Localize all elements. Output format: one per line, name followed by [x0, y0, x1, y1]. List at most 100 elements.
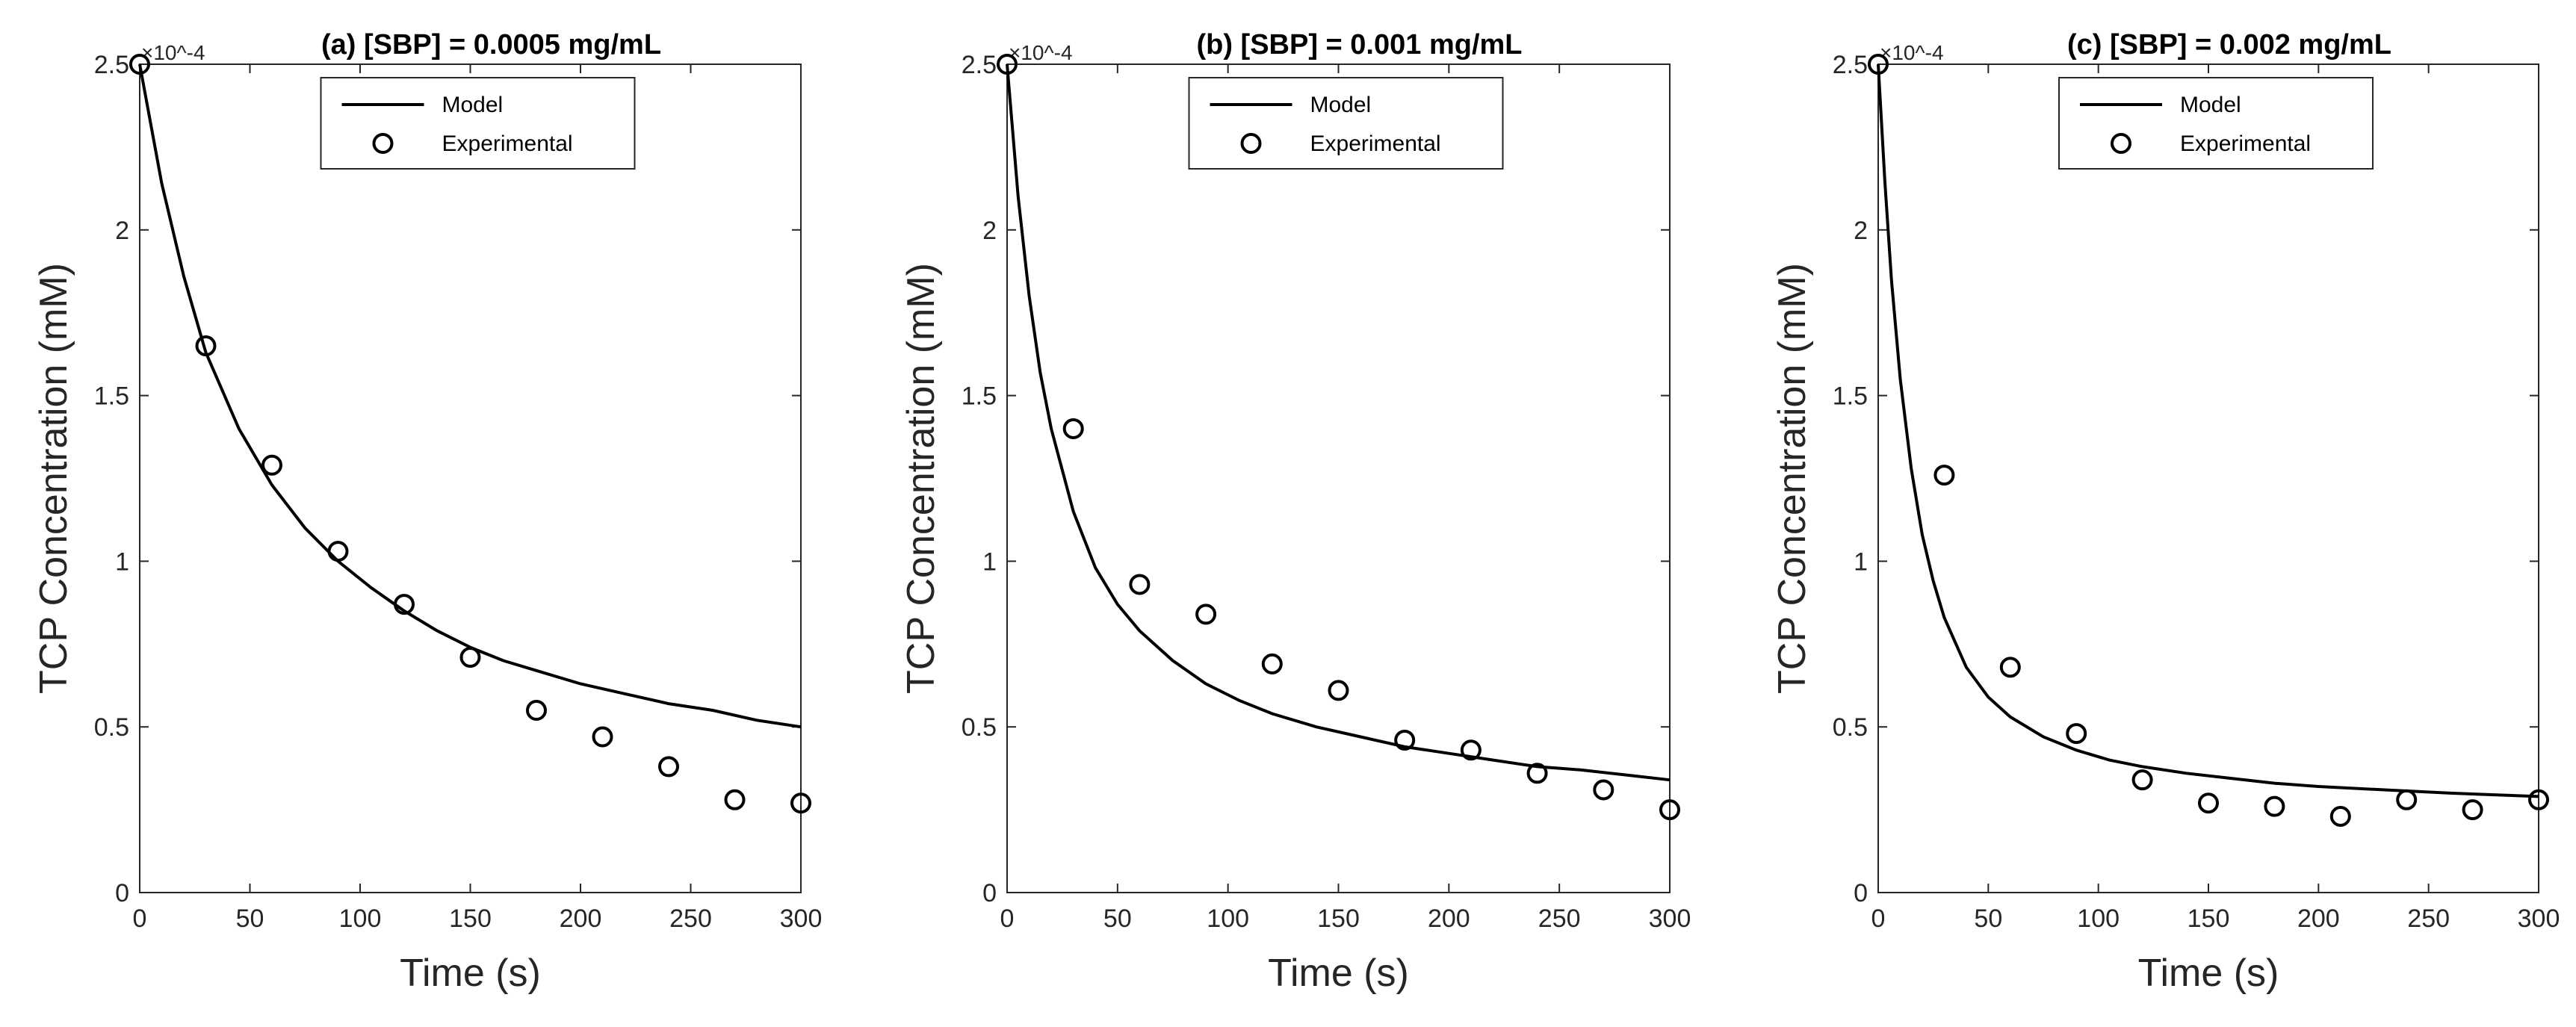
- y-tick-label: 1: [115, 547, 129, 576]
- experimental-point: [1593, 779, 1614, 801]
- y-tick-label: 0.5: [94, 713, 129, 742]
- y-exponent-label: ×10^-4: [1009, 41, 1073, 64]
- y-exponent-label: ×10^-4: [1880, 41, 1944, 64]
- experimental-point: [261, 454, 282, 476]
- experimental-point: [1328, 680, 1349, 701]
- experimental-point: [2198, 792, 2219, 814]
- experimental-point: [195, 335, 217, 357]
- experimental-point: [129, 54, 150, 75]
- y-tick-label: 1: [1854, 547, 1868, 576]
- chart-title: (a) [SBP] = 0.0005 mg/mL: [321, 29, 661, 60]
- x-tick-label: 100: [1207, 905, 1249, 933]
- y-tick-label: 2: [115, 217, 129, 245]
- experimental-point: [394, 594, 415, 615]
- x-tick-label: 150: [1317, 905, 1360, 933]
- y-axis-label: TCP Concentration (mM): [32, 263, 75, 694]
- experimental-point: [658, 756, 679, 778]
- y-tick-label: 2.5: [94, 51, 129, 79]
- series-model-line: [138, 63, 802, 729]
- experimental-point: [1062, 418, 1084, 439]
- experimental-point: [2131, 769, 2153, 791]
- experimental-point: [1261, 653, 1283, 674]
- experimental-point: [459, 647, 481, 668]
- x-tick-label: 250: [2407, 905, 2450, 933]
- x-axis-label: Time (s): [2138, 952, 2279, 995]
- experimental-point: [1460, 739, 1481, 761]
- y-tick-label: 1.5: [962, 382, 997, 411]
- experimental-point: [2396, 789, 2418, 810]
- x-tick-label: 300: [2518, 905, 2560, 933]
- experimental-point: [1195, 604, 1217, 625]
- experimental-point: [2462, 799, 2483, 821]
- plot-area: [139, 63, 802, 893]
- x-tick-label: 0: [1871, 905, 1886, 933]
- x-tick-label: 0: [1000, 905, 1015, 933]
- y-axis-label: TCP Concentration (mM): [900, 263, 943, 694]
- plot-area: [1877, 63, 2539, 893]
- y-axis-label: TCP Concentration (mM): [1771, 263, 1814, 694]
- y-tick-label: 0.5: [962, 713, 997, 742]
- legend-model-label: Model: [2180, 93, 2241, 117]
- x-tick-label: 50: [1974, 905, 2002, 933]
- x-axis-label: Time (s): [1268, 952, 1409, 995]
- y-tick-label: 0: [115, 879, 129, 907]
- experimental-point: [997, 54, 1018, 75]
- chart-panel-3: 0 50 100 150 200 250 300 0 0.5 1 1.5 2 2.5 ×10^-4 (c) …: [1771, 29, 2560, 995]
- legend: Model Experimental: [320, 77, 636, 170]
- legend-experimental-label: Experimental: [442, 131, 573, 156]
- experimental-point: [2329, 805, 2351, 827]
- chart-title: (c) [SBP] = 0.002 mg/mL: [2067, 29, 2391, 60]
- x-tick-label: 250: [669, 905, 712, 933]
- y-tick-label: 1.5: [94, 382, 129, 411]
- experimental-point: [2264, 795, 2285, 817]
- experimental-point: [1868, 54, 1889, 75]
- x-tick-label: 150: [449, 905, 492, 933]
- y-tick-label: 0: [1854, 879, 1868, 907]
- legend: Model Experimental: [2058, 77, 2374, 170]
- chart-title: (b) [SBP] = 0.001 mg/mL: [1196, 29, 1522, 60]
- x-tick-label: 100: [339, 905, 382, 933]
- x-tick-label: 300: [780, 905, 823, 933]
- x-tick-label: 50: [1103, 905, 1132, 933]
- experimental-point: [1933, 465, 1955, 486]
- experimental-point: [2528, 789, 2549, 810]
- series-model-line: [1877, 63, 2539, 798]
- experimental-point: [327, 541, 349, 562]
- legend-experimental-label: Experimental: [1310, 131, 1441, 156]
- y-tick-label: 0.5: [1833, 713, 1868, 742]
- experimental-point: [2066, 723, 2087, 745]
- y-tick-label: 2: [1854, 217, 1868, 245]
- y-tick-label: 2: [982, 217, 997, 245]
- y-tick-label: 1.5: [1833, 382, 1868, 411]
- experimental-point: [1999, 657, 2021, 678]
- x-tick-label: 0: [133, 905, 147, 933]
- x-tick-label: 300: [1649, 905, 1691, 933]
- legend-experimental-marker: [1240, 133, 1262, 154]
- x-tick-label: 200: [2297, 905, 2340, 933]
- series-model-line: [1006, 63, 1671, 782]
- chart-panel-2: 0 50 100 150 200 250 300 0 0.5 1 1.5 2 2.5 ×10^-4 (b) …: [900, 29, 1691, 995]
- experimental-point: [526, 700, 547, 722]
- experimental-point: [1526, 763, 1548, 784]
- y-tick-label: 1: [982, 547, 997, 576]
- y-tick-label: 0: [982, 879, 997, 907]
- legend-box: [2058, 77, 2374, 170]
- y-exponent-label: ×10^-4: [141, 41, 205, 64]
- x-tick-label: 100: [2077, 905, 2120, 933]
- y-tick-label: 2.5: [962, 51, 997, 79]
- experimental-point: [1394, 729, 1416, 751]
- plot-area: [1006, 63, 1671, 893]
- legend-box: [320, 77, 636, 170]
- experimental-point: [592, 726, 613, 748]
- x-tick-label: 50: [236, 905, 264, 933]
- legend-box: [1188, 77, 1504, 170]
- legend-experimental-label: Experimental: [2180, 131, 2311, 156]
- legend-model-label: Model: [1310, 93, 1372, 117]
- y-tick-label: 2.5: [1833, 51, 1868, 79]
- x-tick-label: 250: [1538, 905, 1581, 933]
- x-tick-label: 200: [560, 905, 602, 933]
- legend: Model Experimental: [1188, 77, 1504, 170]
- experimental-point: [1659, 799, 1680, 821]
- x-tick-label: 150: [2188, 905, 2230, 933]
